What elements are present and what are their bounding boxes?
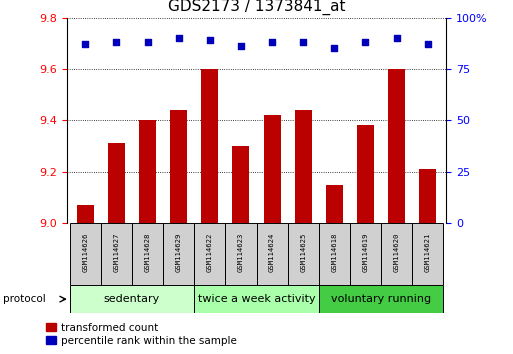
Bar — [139, 120, 156, 223]
Point — [112, 40, 121, 45]
Bar — [388, 69, 405, 223]
Bar — [170, 110, 187, 223]
FancyBboxPatch shape — [225, 223, 256, 285]
Point — [81, 41, 89, 47]
FancyBboxPatch shape — [194, 223, 225, 285]
Text: GSM114626: GSM114626 — [83, 233, 88, 273]
Text: GSM114622: GSM114622 — [207, 233, 213, 273]
Text: GSM114623: GSM114623 — [238, 233, 244, 273]
Point — [392, 35, 401, 41]
FancyBboxPatch shape — [163, 223, 194, 285]
FancyBboxPatch shape — [101, 223, 132, 285]
Bar — [357, 125, 374, 223]
FancyBboxPatch shape — [350, 223, 381, 285]
FancyBboxPatch shape — [381, 223, 412, 285]
Text: protocol: protocol — [3, 294, 45, 304]
Text: sedentary: sedentary — [104, 294, 160, 304]
Bar — [419, 169, 436, 223]
FancyBboxPatch shape — [70, 285, 194, 313]
Bar — [264, 115, 281, 223]
FancyBboxPatch shape — [194, 285, 319, 313]
Point — [268, 40, 276, 45]
Point — [144, 40, 152, 45]
FancyBboxPatch shape — [412, 223, 443, 285]
Text: GSM114621: GSM114621 — [425, 233, 430, 273]
Bar — [108, 143, 125, 223]
Text: GSM114627: GSM114627 — [113, 233, 120, 273]
Text: twice a week activity: twice a week activity — [198, 294, 315, 304]
Text: GSM114628: GSM114628 — [145, 233, 151, 273]
FancyBboxPatch shape — [256, 223, 288, 285]
Text: voluntary running: voluntary running — [331, 294, 431, 304]
Text: GSM114620: GSM114620 — [393, 233, 400, 273]
Point — [237, 44, 245, 49]
Point — [206, 38, 214, 43]
Bar — [201, 69, 219, 223]
FancyBboxPatch shape — [319, 285, 443, 313]
Point — [299, 40, 307, 45]
FancyBboxPatch shape — [132, 223, 163, 285]
FancyBboxPatch shape — [70, 223, 101, 285]
Point — [174, 35, 183, 41]
Bar — [294, 110, 312, 223]
Legend: transformed count, percentile rank within the sample: transformed count, percentile rank withi… — [46, 323, 236, 346]
Point — [424, 41, 432, 47]
Point — [330, 46, 339, 51]
FancyBboxPatch shape — [288, 223, 319, 285]
Text: GSM114618: GSM114618 — [331, 233, 337, 273]
Point — [361, 40, 369, 45]
Text: GSM114619: GSM114619 — [362, 233, 368, 273]
Text: GSM114624: GSM114624 — [269, 233, 275, 273]
Bar — [326, 184, 343, 223]
Bar — [232, 146, 249, 223]
Bar — [77, 205, 94, 223]
Text: GSM114629: GSM114629 — [176, 233, 182, 273]
FancyBboxPatch shape — [319, 223, 350, 285]
Title: GDS2173 / 1373841_at: GDS2173 / 1373841_at — [168, 0, 345, 15]
Text: GSM114625: GSM114625 — [300, 233, 306, 273]
